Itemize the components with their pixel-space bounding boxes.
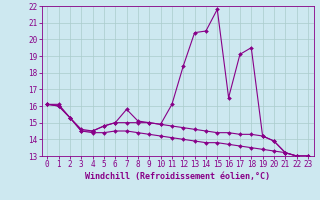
X-axis label: Windchill (Refroidissement éolien,°C): Windchill (Refroidissement éolien,°C): [85, 172, 270, 181]
